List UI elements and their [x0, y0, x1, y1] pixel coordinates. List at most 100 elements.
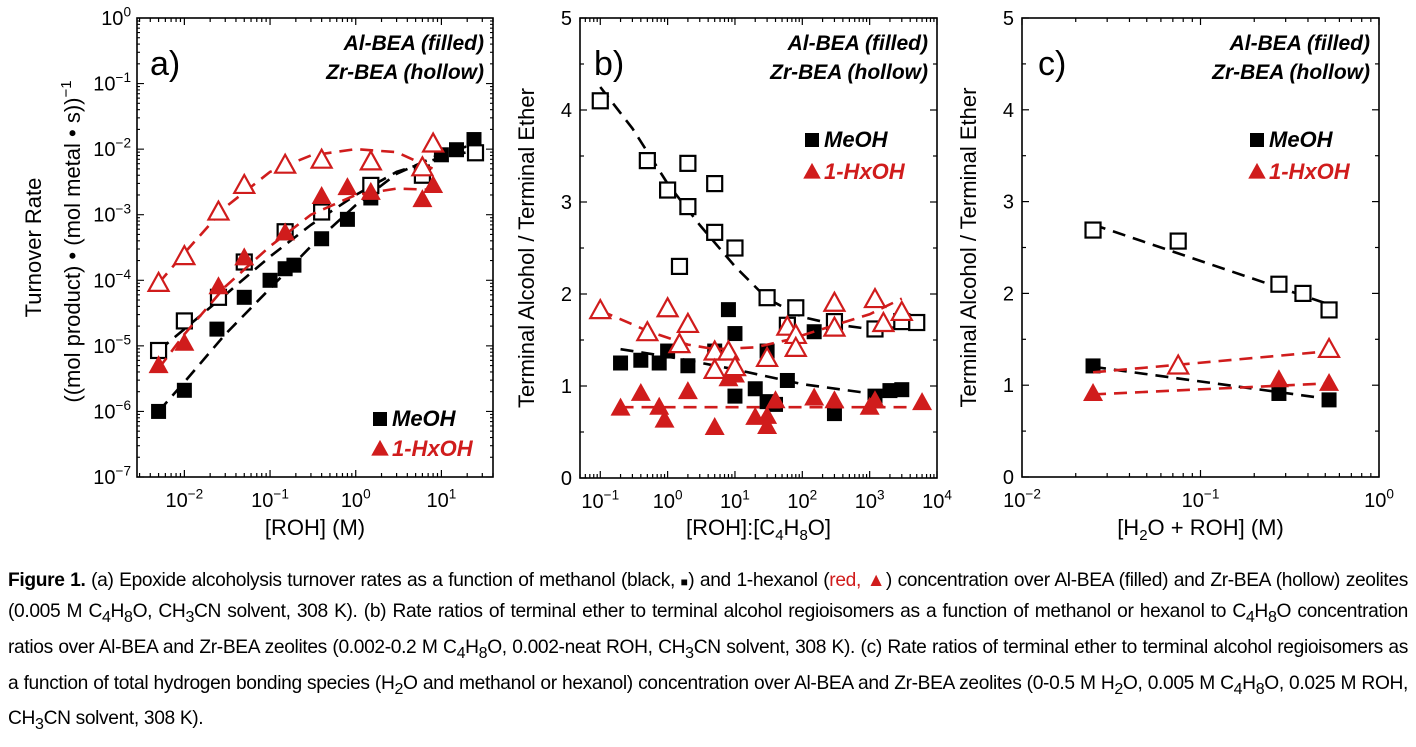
y-tick-label: 10−2	[93, 136, 131, 161]
subscript: 4	[1245, 608, 1255, 626]
series-al-bea-1-hxoh	[148, 174, 444, 374]
fit-line	[599, 297, 903, 351]
data-point	[412, 189, 433, 208]
y-axis-label-line2: ((mol product) • (mol metal • s))−1	[58, 80, 85, 402]
data-point	[670, 257, 689, 275]
series-zr-bea-meoh	[591, 86, 926, 338]
subscript: 8	[1255, 680, 1265, 698]
subscript: 4	[101, 608, 111, 626]
caption-red-marker: red, ▲	[829, 570, 886, 591]
data-point	[649, 396, 670, 415]
data-point	[679, 198, 697, 216]
data-point	[1321, 392, 1337, 408]
fit-line	[1092, 349, 1330, 374]
data-point	[337, 177, 358, 196]
y-tick-label: 10−7	[93, 464, 131, 489]
y-axis-label: Terminal Alcohol / Terminal Ether	[956, 88, 981, 408]
data-point	[466, 132, 482, 148]
caption-text: CN solvent, 308 K). (b) Rate ratios of t…	[194, 601, 1246, 622]
data-point	[824, 390, 845, 409]
data-point	[1166, 353, 1191, 375]
data-point	[275, 222, 296, 241]
series-zr-bea-1-hxoh	[588, 286, 914, 380]
data-point	[610, 397, 631, 416]
data-point	[421, 131, 445, 153]
x-tick-label: 10−1	[251, 487, 289, 512]
data-point	[172, 243, 197, 266]
x-axis-label: [ROH] (M)	[265, 515, 365, 540]
data-point	[148, 355, 169, 374]
data-point	[864, 390, 885, 409]
data-point	[633, 352, 649, 368]
legend-marker	[1250, 133, 1264, 147]
annotation-text: Al-BEA (filled)	[787, 32, 928, 55]
data-point	[209, 321, 225, 337]
data-point	[871, 310, 896, 333]
y-tick-label: 5	[561, 8, 572, 30]
y-tick-label: 100	[101, 5, 131, 30]
subscript: 3	[185, 608, 194, 626]
y-tick-label: 5	[1003, 8, 1014, 30]
data-point	[882, 383, 898, 399]
x-tick-label: 101	[427, 487, 457, 512]
x-tick-label: 100	[653, 488, 683, 513]
x-tick-label: 104	[922, 488, 952, 513]
panel-a: 10−2 10−1 100 101 100 10−1 10−2 10−3 10−4 10−5 10−…	[21, 5, 494, 540]
data-point	[588, 297, 613, 320]
data-point	[1271, 385, 1287, 401]
data-point	[727, 326, 743, 342]
data-point	[339, 211, 355, 227]
data-point	[262, 272, 278, 288]
data-point	[151, 403, 167, 419]
data-point	[630, 382, 651, 401]
y-tick-label: 10−4	[93, 267, 131, 292]
data-point	[706, 175, 724, 193]
y-tick-label: 3	[561, 192, 572, 214]
y-tick-label: 10−1	[93, 70, 131, 95]
data-point	[1270, 275, 1288, 293]
y-tick-label: 1	[561, 376, 572, 398]
caption-text: H	[110, 601, 125, 622]
data-point	[613, 355, 629, 371]
data-point	[651, 355, 667, 371]
subscript: 4	[1233, 680, 1243, 698]
series-al-bea-1-hxoh	[610, 364, 933, 435]
plot-frame	[579, 17, 938, 479]
data-point	[723, 354, 747, 377]
y-tick-label: 10−3	[93, 201, 131, 226]
series-al-bea-1-hxoh	[1083, 369, 1340, 402]
caption-text: ) concentration over Al-BEA (filled) and…	[8, 570, 1408, 622]
data-point	[779, 372, 795, 388]
legend-marker	[371, 439, 389, 456]
figure-1: 10−2 10−1 100 10110010−110−210−310−410−510−…	[21, 5, 1394, 544]
data-point	[591, 92, 609, 110]
panel-label: b)	[594, 45, 624, 83]
data-point	[912, 392, 933, 411]
fit-line	[1092, 382, 1330, 396]
subscript: 3	[685, 644, 694, 662]
data-point	[423, 174, 444, 193]
data-point	[1317, 336, 1341, 359]
data-point	[175, 312, 193, 330]
legend-label: MeOH	[392, 406, 457, 431]
y-tick-label: 3	[1003, 192, 1014, 214]
series-zr-bea-1-hxoh	[146, 131, 445, 292]
data-point	[726, 239, 744, 257]
caption-text: CN solvent, 308 K). (c) Rate ratios of t…	[8, 636, 1408, 694]
data-point	[765, 390, 786, 409]
x-tick-label: 101	[720, 488, 750, 513]
data-point	[822, 315, 847, 337]
caption-text: (a) Epoxide alcoholysis turnover rates a…	[85, 570, 681, 591]
data-point	[309, 147, 334, 169]
legend-label: 1-HxOH	[1269, 159, 1351, 184]
data-point	[176, 382, 192, 398]
panel-label: a)	[150, 45, 180, 83]
data-point	[702, 357, 727, 380]
fit-line	[1092, 365, 1330, 401]
data-point	[232, 172, 257, 195]
y-tick-label: 2	[561, 284, 572, 306]
data-point	[1319, 372, 1340, 391]
data-point	[311, 186, 332, 204]
data-point	[804, 387, 825, 406]
figure-caption: Figure 1. (a) Epoxide alcoholysis turnov…	[8, 566, 1408, 740]
